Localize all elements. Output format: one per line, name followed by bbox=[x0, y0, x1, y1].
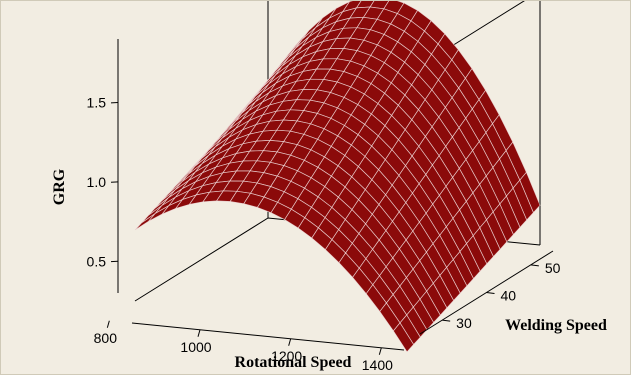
x-tick-label-3: 1400 bbox=[362, 357, 393, 373]
surface-mesh bbox=[135, 1, 540, 352]
x-tick-label-0: 800 bbox=[94, 330, 118, 346]
y-tick-mark-0 bbox=[442, 320, 450, 321]
z-axis-label: GRG bbox=[51, 168, 68, 205]
y-tick-label-1: 40 bbox=[501, 288, 517, 304]
z-tick-label-0: 0.5 bbox=[87, 253, 107, 269]
y-tick-mark-1 bbox=[487, 293, 495, 294]
z-tick-label-2: 1.5 bbox=[87, 95, 107, 111]
surface-cell-0-0 bbox=[135, 213, 155, 230]
x-axis-line bbox=[132, 323, 404, 350]
x-tick-mark-3 bbox=[379, 348, 381, 355]
y-tick-label-2: 50 bbox=[545, 260, 561, 276]
x-axis-label: Rotational Speed bbox=[235, 354, 352, 371]
x-tick-mark-1 bbox=[198, 330, 200, 337]
y-tick-label-0: 30 bbox=[456, 315, 472, 331]
x-tick-mark-2 bbox=[289, 339, 291, 346]
y-axis-label: Welding Speed bbox=[505, 317, 607, 334]
x-tick-label-1: 1000 bbox=[180, 339, 211, 355]
y-tick-mark-2 bbox=[531, 265, 539, 266]
z-tick-label-1: 1.0 bbox=[87, 174, 107, 190]
x-tick-mark-0 bbox=[107, 321, 109, 328]
